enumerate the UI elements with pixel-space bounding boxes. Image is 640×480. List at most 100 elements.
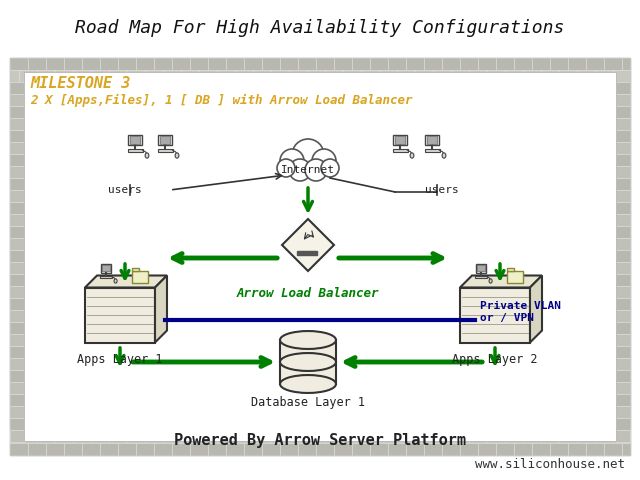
Bar xyxy=(19,70,37,82)
Bar xyxy=(253,70,271,82)
Bar xyxy=(577,431,595,443)
Bar xyxy=(460,443,478,455)
Bar xyxy=(109,70,127,82)
Bar xyxy=(352,58,370,70)
Bar xyxy=(28,443,46,455)
Bar xyxy=(424,149,440,152)
Bar xyxy=(10,310,24,322)
Bar xyxy=(118,58,136,70)
Bar xyxy=(541,431,559,443)
Bar xyxy=(10,274,24,286)
Bar xyxy=(46,58,64,70)
Bar xyxy=(244,443,262,455)
Bar xyxy=(102,265,110,271)
Bar xyxy=(37,70,55,82)
Bar xyxy=(145,431,163,443)
Bar xyxy=(10,70,19,82)
Bar xyxy=(616,154,630,166)
Bar xyxy=(91,70,109,82)
Bar xyxy=(577,70,595,82)
Ellipse shape xyxy=(280,331,336,349)
Ellipse shape xyxy=(442,153,446,158)
Bar xyxy=(160,136,170,144)
Bar xyxy=(616,166,630,178)
Bar xyxy=(199,70,217,82)
Bar xyxy=(190,443,208,455)
Bar xyxy=(616,334,630,346)
Bar xyxy=(298,58,316,70)
Bar xyxy=(10,166,24,178)
Bar xyxy=(325,70,343,82)
Bar xyxy=(586,58,604,70)
Bar xyxy=(85,288,155,343)
Bar xyxy=(136,443,154,455)
Bar xyxy=(217,431,235,443)
Bar xyxy=(616,238,630,250)
Bar xyxy=(10,82,24,94)
Bar xyxy=(91,431,109,443)
Bar xyxy=(262,58,280,70)
Bar xyxy=(325,431,343,443)
Bar xyxy=(616,382,630,394)
Bar xyxy=(616,430,630,442)
Bar xyxy=(280,362,336,384)
Bar xyxy=(379,70,397,82)
Bar xyxy=(100,276,112,278)
Bar xyxy=(433,70,451,82)
Bar xyxy=(442,443,460,455)
Bar xyxy=(616,322,630,334)
Bar xyxy=(10,142,24,154)
Bar xyxy=(361,431,379,443)
Bar xyxy=(616,142,630,154)
Bar xyxy=(476,264,486,273)
Bar xyxy=(226,443,244,455)
Bar xyxy=(406,443,424,455)
Bar xyxy=(613,431,630,443)
Bar xyxy=(616,118,630,130)
Bar xyxy=(199,431,217,443)
Circle shape xyxy=(312,149,336,173)
Bar xyxy=(64,58,82,70)
Bar xyxy=(586,443,604,455)
Bar xyxy=(10,58,630,455)
Bar xyxy=(424,58,442,70)
Bar xyxy=(460,58,478,70)
Bar xyxy=(37,431,55,443)
Bar xyxy=(190,58,208,70)
Text: Internet: Internet xyxy=(281,165,335,175)
Bar xyxy=(10,394,24,406)
Bar xyxy=(559,431,577,443)
Bar xyxy=(616,394,630,406)
Bar xyxy=(370,443,388,455)
Text: Road Map For High Availability Configurations: Road Map For High Availability Configura… xyxy=(76,19,564,37)
Bar xyxy=(616,226,630,238)
Bar xyxy=(10,382,24,394)
Circle shape xyxy=(280,149,304,173)
Bar xyxy=(616,310,630,322)
Bar xyxy=(568,443,586,455)
Text: Powered By Arrow Server Platform: Powered By Arrow Server Platform xyxy=(174,432,466,447)
Bar xyxy=(82,58,100,70)
Bar xyxy=(132,268,139,271)
Circle shape xyxy=(292,139,324,171)
Bar xyxy=(10,406,24,418)
Bar xyxy=(616,298,630,310)
Bar xyxy=(532,443,550,455)
Bar xyxy=(616,370,630,382)
Bar xyxy=(393,134,407,145)
Bar xyxy=(505,70,523,82)
Bar xyxy=(541,70,559,82)
Bar xyxy=(163,70,181,82)
Bar xyxy=(154,58,172,70)
Bar xyxy=(157,149,173,152)
Bar xyxy=(595,70,613,82)
Bar xyxy=(55,431,73,443)
Bar xyxy=(154,443,172,455)
Bar xyxy=(415,70,433,82)
Bar xyxy=(616,82,630,94)
Bar xyxy=(496,443,514,455)
Bar xyxy=(100,58,118,70)
Bar xyxy=(477,265,485,271)
Bar xyxy=(424,443,442,455)
Bar xyxy=(271,431,289,443)
